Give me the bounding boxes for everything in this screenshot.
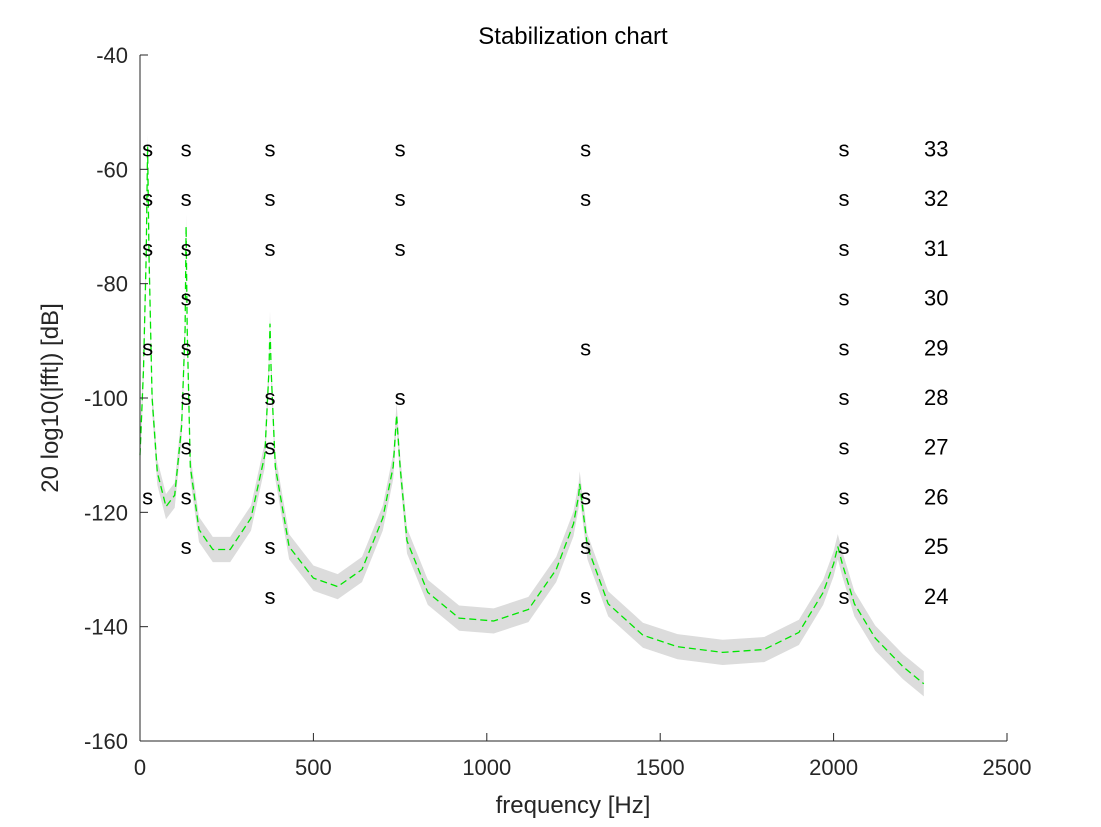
stable-pole-mark: s [181,236,192,261]
model-order-label: 32 [924,186,948,211]
stable-pole-mark: s [580,186,591,211]
stable-pole-mark: s [181,136,192,161]
stable-pole-mark: s [181,385,192,410]
chart-title: Stabilization chart [478,23,668,50]
x-tick-label: 0 [134,755,146,780]
stable-pole-mark: s [265,385,276,410]
stable-pole-mark: s [395,186,406,211]
stable-pole-mark: s [839,136,850,161]
stable-pole-mark: s [580,136,591,161]
stable-pole-mark: s [265,534,276,559]
stable-pole-mark: s [265,236,276,261]
stable-pole-mark: s [839,435,850,460]
y-ticks: -160 -140 -120 -100 -80 -60 -40 [84,43,148,754]
stable-pole-mark: s [395,385,406,410]
model-order-label: 30 [924,286,948,311]
stable-pole-mark: s [839,584,850,609]
stable-pole-mark: s [142,136,153,161]
stable-pole-mark: s [181,435,192,460]
plot-area [139,133,925,697]
stable-pole-mark: s [181,286,192,311]
model-order-label: 28 [924,385,948,410]
spectrum-mean-line [139,146,925,685]
stable-pole-mark: s [181,186,192,211]
y-tick-label: -40 [96,43,128,68]
stable-pole-mark: s [265,435,276,460]
x-tick-label: 1500 [636,755,685,780]
model-order-label: 31 [924,236,948,261]
model-order-label: 33 [924,136,948,161]
stable-pole-mark: s [839,286,850,311]
stable-pole-mark: s [580,584,591,609]
y-tick-label: -120 [84,500,128,525]
model-order-labels: 33 32 31 30 29 28 27 26 25 24 [924,136,948,609]
stable-pole-mark: s [580,484,591,509]
y-tick-label: -80 [96,272,128,297]
model-order-label: 25 [924,534,948,559]
stable-pole-mark: s [181,335,192,360]
y-tick-label: -140 [84,615,128,640]
stable-pole-mark: s [395,136,406,161]
y-tick-label: -60 [96,157,128,182]
y-axis-label: 20 log10(|fft|) [dB] [37,303,64,492]
x-ticks: 0 500 1000 1500 2000 2500 [134,733,1032,780]
stable-pole-mark: s [839,385,850,410]
stable-pole-mark: s [839,186,850,211]
model-order-label: 26 [924,484,948,509]
stable-pole-mark: s [142,186,153,211]
stable-pole-mark: s [839,484,850,509]
stable-pole-mark: s [142,236,153,261]
spectrum-band [140,133,924,697]
stable-pole-mark: s [181,484,192,509]
stable-pole-mark: s [265,484,276,509]
stable-pole-mark: s [265,136,276,161]
stabilization-marks: s s s s s ss s s s s ss s s s ss ss s s ss s s ss s ss s s s ss s s ss… [142,136,849,609]
model-order-label: 29 [924,335,948,360]
stable-pole-mark: s [181,534,192,559]
stable-pole-mark: s [395,236,406,261]
stable-pole-mark: s [265,584,276,609]
x-axis-label: frequency [Hz] [496,792,651,819]
y-tick-label: -100 [84,386,128,411]
x-tick-label: 500 [295,755,332,780]
stable-pole-mark: s [839,335,850,360]
model-order-label: 24 [924,584,948,609]
stable-pole-mark: s [839,534,850,559]
stable-pole-mark: s [142,335,153,360]
stable-pole-mark: s [839,236,850,261]
x-tick-label: 2000 [809,755,858,780]
stable-pole-mark: s [580,534,591,559]
stable-pole-mark: s [580,335,591,360]
x-tick-label: 1000 [462,755,511,780]
stable-pole-mark: s [265,186,276,211]
stable-pole-mark: s [142,484,153,509]
model-order-label: 27 [924,435,948,460]
x-tick-label: 2500 [983,755,1032,780]
y-tick-label: -160 [84,729,128,754]
